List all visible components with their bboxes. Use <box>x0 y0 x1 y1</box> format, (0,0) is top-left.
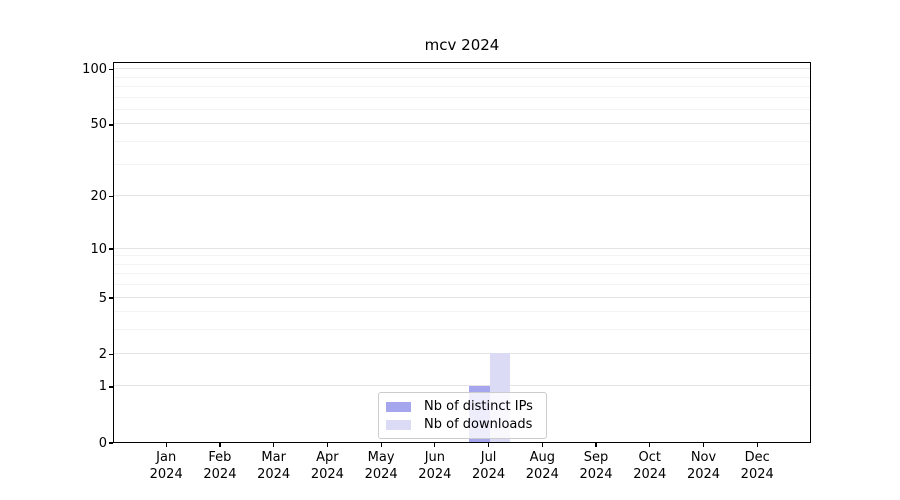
xtick-label-0: Jan 2024 <box>149 450 183 482</box>
gridline-y-30 <box>114 163 810 165</box>
xtick-label-7: Aug 2024 <box>525 450 559 482</box>
gridline-y-10 <box>114 247 810 249</box>
xtick-label-9: Oct 2024 <box>633 450 667 482</box>
ytick-mark-20 <box>109 196 113 198</box>
chart-title: mcv 2024 <box>424 36 500 54</box>
ytick-mark-10 <box>109 248 113 250</box>
legend-label: Nb of distinct IPs <box>424 399 533 414</box>
xtick-mark-9 <box>649 443 651 447</box>
xtick-label-3: Apr 2024 <box>310 450 344 482</box>
gridline-y-2 <box>114 352 810 354</box>
xtick-mark-2 <box>273 443 275 447</box>
ytick-label-2: 2 <box>98 346 107 362</box>
plot-area: Nb of distinct IPs Nb of downloads <box>113 62 811 443</box>
ytick-label-20: 20 <box>90 189 107 205</box>
xtick-mark-1 <box>219 443 221 447</box>
ytick-mark-1 <box>109 386 113 388</box>
ytick-label-1: 1 <box>98 379 107 395</box>
gridline-y-50 <box>114 123 810 125</box>
xtick-mark-7 <box>541 443 543 447</box>
xtick-mark-11 <box>756 443 758 447</box>
xtick-mark-4 <box>380 443 382 447</box>
gridline-y-100 <box>114 68 810 70</box>
xtick-label-8: Sep 2024 <box>579 450 613 482</box>
gridline-y-40 <box>114 141 810 143</box>
gridline-y-5 <box>114 296 810 298</box>
xtick-mark-10 <box>702 443 705 447</box>
gridline-y-20 <box>114 195 810 197</box>
legend: Nb of distinct IPs Nb of downloads <box>378 392 547 439</box>
ytick-label-0: 0 <box>98 435 107 451</box>
gridline-y-90 <box>114 76 810 78</box>
xtick-label-1: Feb 2024 <box>203 450 237 482</box>
xtick-mark-8 <box>595 443 597 447</box>
ytick-mark-100 <box>109 69 113 71</box>
legend-item-0: Nb of distinct IPs <box>386 399 537 414</box>
ytick-mark-2 <box>109 353 113 355</box>
ytick-label-100: 100 <box>82 62 107 78</box>
gridline-y-60 <box>114 108 810 110</box>
ytick-mark-5 <box>109 297 113 299</box>
xtick-label-2: Mar 2024 <box>257 450 291 482</box>
gridline-y-6 <box>114 284 810 286</box>
xtick-mark-5 <box>434 443 436 447</box>
gridline-y-8 <box>114 263 810 265</box>
xtick-mark-6 <box>487 443 490 447</box>
ytick-label-5: 5 <box>98 290 107 306</box>
legend-swatch-icon <box>386 401 411 412</box>
gridline-y-70 <box>114 96 810 98</box>
xtick-mark-3 <box>326 443 328 447</box>
ytick-mark-0 <box>109 442 113 444</box>
xtick-label-6: Jul 2024 <box>472 450 506 482</box>
gridline-y-9 <box>114 255 810 257</box>
xtick-label-10: Nov 2024 <box>686 450 721 482</box>
legend-swatch-icon <box>386 419 411 430</box>
gridline-y-80 <box>114 86 810 87</box>
gridline-y-1 <box>114 385 810 387</box>
xtick-mark-0 <box>165 443 167 447</box>
legend-item-1: Nb of downloads <box>386 417 537 432</box>
gridline-y-7 <box>114 273 810 275</box>
ytick-label-10: 10 <box>90 241 107 257</box>
gridline-y-3 <box>114 329 810 331</box>
gridline-y-4 <box>114 311 810 313</box>
xtick-label-11: Dec 2024 <box>740 450 774 482</box>
xtick-label-4: May 2024 <box>364 450 398 482</box>
legend-label: Nb of downloads <box>424 417 533 432</box>
xtick-label-5: Jun 2024 <box>418 450 452 482</box>
ytick-label-50: 50 <box>90 117 107 133</box>
ytick-mark-50 <box>109 124 113 126</box>
